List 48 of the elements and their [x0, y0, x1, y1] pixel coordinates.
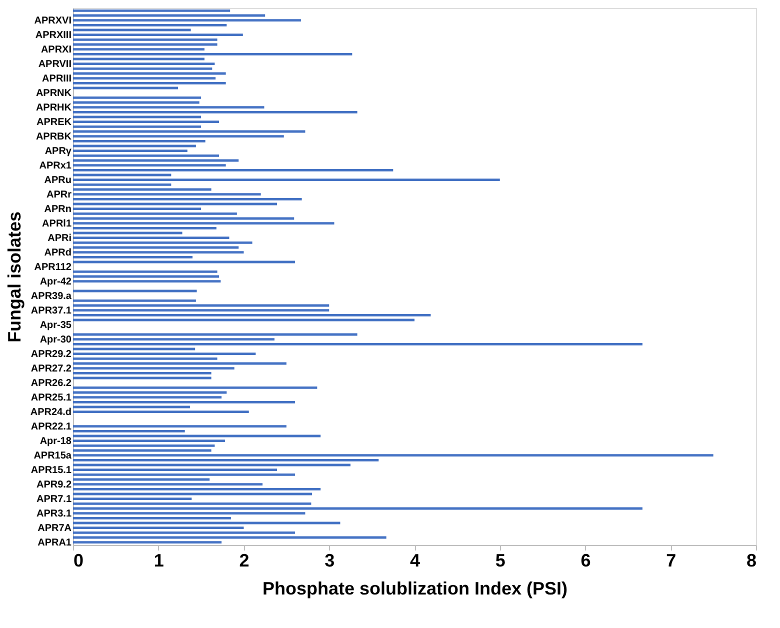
y-tick-label: APR27.2 — [30, 363, 72, 374]
y-tick-label: Apr-42 — [40, 276, 72, 288]
y-tick-label: APRγ — [44, 146, 72, 157]
y-tick-label: Apr-30 — [40, 334, 72, 346]
y-tick-label: APREK — [36, 116, 72, 128]
y-tick-label: APRl1 — [42, 218, 72, 230]
y-tick-label: APR37.1 — [30, 305, 72, 316]
y-tick-label: APR7A — [38, 522, 72, 534]
y-tick-label: Apr-35 — [40, 320, 72, 331]
y-tick-label: APR22.1 — [30, 421, 72, 432]
y-tick-label: APR24.d — [30, 406, 72, 418]
y-tick-label: APR15.1 — [30, 464, 72, 476]
x-tick-label: 1 — [154, 550, 164, 570]
x-tick-label: 2 — [239, 550, 250, 570]
y-tick-label: APRx1 — [39, 160, 72, 172]
y-tick-label: APRBK — [36, 131, 72, 142]
x-tick-label: 0 — [74, 550, 84, 570]
y-tick-label: APRXI — [40, 44, 72, 56]
x-axis-title: Phosphate solublization Index (PSI) — [262, 578, 568, 598]
x-tick-label: 3 — [324, 550, 335, 570]
y-tick-label: APRXIII — [35, 30, 72, 41]
y-tick-label: APRd — [44, 247, 72, 258]
y-tick-label: APRNK — [36, 88, 72, 99]
y-tick-label: APR26.2 — [30, 378, 72, 389]
x-tick-label: 8 — [746, 550, 756, 570]
y-tick-label: APR25.1 — [30, 392, 72, 404]
y-tick-label: APRA1 — [38, 537, 72, 548]
y-tick-label: APR29.2 — [30, 348, 72, 360]
y-tick-label: APRu — [44, 174, 72, 186]
y-tick-label: APR9.2 — [36, 479, 72, 490]
x-tick-label: 6 — [580, 550, 591, 570]
y-tick-label: APR39.a — [30, 290, 72, 302]
y-tick-label: APRn — [44, 204, 72, 215]
y-tick-label: APRi — [48, 232, 72, 244]
y-tick-label: APRIII — [42, 73, 72, 84]
y-tick-label: APR112 — [34, 262, 72, 273]
y-tick-label: APRr — [46, 189, 72, 200]
y-tick-label: APRXVI — [34, 15, 72, 26]
y-tick-label: Apr-18 — [40, 436, 72, 447]
y-tick-label: APRVII — [38, 58, 72, 70]
y-axis-title: Fungal isolates — [4, 211, 24, 343]
y-tick-label: APR15a — [34, 450, 72, 462]
x-tick-label: 4 — [410, 550, 420, 570]
x-tick-label: 5 — [495, 550, 506, 570]
y-tick-label: APR7.1 — [36, 494, 72, 505]
y-tick-label: APRHK — [36, 102, 72, 114]
y-tick-label: APR3.1 — [36, 508, 72, 520]
x-tick-label: 7 — [666, 550, 676, 570]
